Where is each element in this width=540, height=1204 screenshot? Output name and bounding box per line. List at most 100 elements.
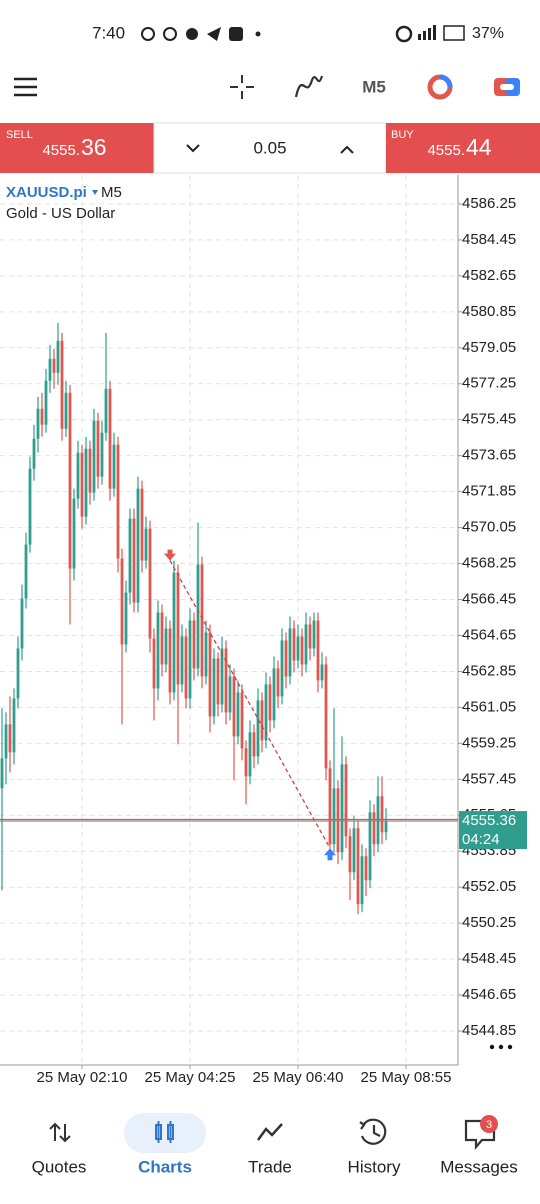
nav-label[interactable]: History (348, 1157, 401, 1176)
candle-body (100, 432, 104, 477)
candle-body (148, 528, 152, 639)
candle-body (36, 408, 40, 439)
buy-price-tail: 44 (466, 134, 492, 160)
candle-body (24, 544, 28, 599)
candle-body (316, 620, 320, 681)
candle-body (156, 612, 160, 689)
candle-body (360, 856, 364, 905)
y-tick-label: 4584.45 (462, 231, 516, 248)
volume-down[interactable] (186, 144, 200, 153)
candle-body (280, 640, 284, 697)
candle-body (332, 788, 336, 845)
plot: 4586.25 4584.45 4582.65 4580.85 4579.05 4577.… (0, 175, 527, 1086)
nav-label[interactable]: Messages (440, 1157, 517, 1176)
timeframe-button[interactable]: M5 (362, 77, 386, 96)
buy-price-head: 4555. (427, 142, 465, 159)
candle-body (372, 812, 376, 845)
candle-body (308, 624, 312, 649)
candle-body (364, 856, 368, 881)
candle-body (320, 664, 324, 681)
candle-body (252, 732, 256, 757)
candle-body (324, 664, 328, 769)
nav-label[interactable]: Trade (248, 1157, 292, 1176)
volume[interactable]: 0.05 (253, 138, 286, 157)
candle-body (20, 598, 24, 649)
candle-body (340, 764, 344, 853)
candle-body (284, 640, 288, 677)
candle-body (180, 636, 184, 685)
candle-body (4, 724, 8, 759)
candle-body (220, 648, 224, 705)
candle-body (292, 628, 296, 661)
x-tick-label: 25 May 02:10 (37, 1069, 128, 1086)
sell-button[interactable] (0, 123, 154, 173)
candle-body (356, 828, 360, 905)
more-button[interactable] (489, 1044, 513, 1050)
candle-body (352, 828, 356, 873)
candle-body (296, 636, 300, 661)
x-tick-label: 25 May 04:25 (145, 1069, 236, 1086)
candle-body (204, 632, 208, 677)
candle-body (96, 420, 100, 477)
y-tick-label: 4571.85 (462, 483, 516, 500)
y-tick-label: 4582.65 (462, 267, 516, 284)
candle-body (376, 796, 380, 845)
candle-body (288, 628, 292, 677)
candle-body (68, 392, 72, 569)
candle-body (64, 392, 68, 429)
candle-body (260, 700, 264, 741)
candle-body (232, 676, 236, 737)
status-icons (141, 25, 465, 43)
candle-body (200, 564, 204, 677)
y-tick-label: 4575.45 (462, 411, 516, 428)
candle-body (28, 468, 32, 545)
y-tick-label: 4550.25 (462, 914, 516, 931)
y-tick-label: 4570.05 (462, 519, 516, 536)
buy-button[interactable] (386, 123, 540, 173)
candle-body (8, 724, 12, 753)
candle-body (76, 452, 80, 499)
candle-body (244, 748, 248, 777)
candle-body (40, 408, 44, 425)
chart-timeframe: M5 (101, 184, 122, 201)
x-tick-label: 25 May 08:55 (361, 1069, 452, 1086)
y-tick-label: 4544.85 (462, 1022, 516, 1039)
trade-icon (256, 1123, 283, 1141)
badge-count: 3 (486, 1119, 492, 1131)
candle-body (72, 498, 76, 569)
crosshair-button[interactable] (230, 75, 254, 99)
candle-body (268, 684, 272, 721)
candle-body (248, 732, 252, 777)
menu-button[interactable] (14, 77, 37, 97)
candle-body (144, 528, 148, 561)
sell-price-tail: 36 (81, 134, 107, 160)
candle-body (44, 380, 48, 425)
candle-body (108, 388, 112, 489)
y-tick-label: 4561.05 (462, 698, 516, 715)
candle-body (384, 821, 388, 833)
buy-label: BUY (391, 129, 414, 141)
candle-body (300, 636, 304, 665)
indicators-button[interactable] (294, 75, 324, 98)
symbol-dropdown[interactable] (92, 190, 98, 195)
charts-icon (155, 1121, 174, 1143)
candle-body (136, 488, 140, 603)
y-tick-label: 4552.05 (462, 878, 516, 895)
symbol[interactable]: XAUUSD.pi (6, 184, 87, 201)
candle-body (336, 788, 340, 853)
one-click-button[interactable] (494, 78, 520, 96)
trade-button[interactable] (427, 74, 453, 100)
candle-body (120, 558, 124, 645)
nav-label[interactable]: Quotes (32, 1157, 87, 1176)
candle-body (12, 698, 16, 753)
history-icon (359, 1118, 387, 1145)
badge (480, 1115, 498, 1133)
candle-body (88, 448, 92, 493)
nav-label[interactable]: Charts (138, 1157, 192, 1176)
candle-body (32, 438, 36, 469)
volume-up[interactable] (340, 145, 354, 154)
candle-body (256, 700, 260, 757)
candle-body (380, 796, 384, 833)
candle-body (272, 668, 276, 721)
candle-body (164, 628, 168, 665)
